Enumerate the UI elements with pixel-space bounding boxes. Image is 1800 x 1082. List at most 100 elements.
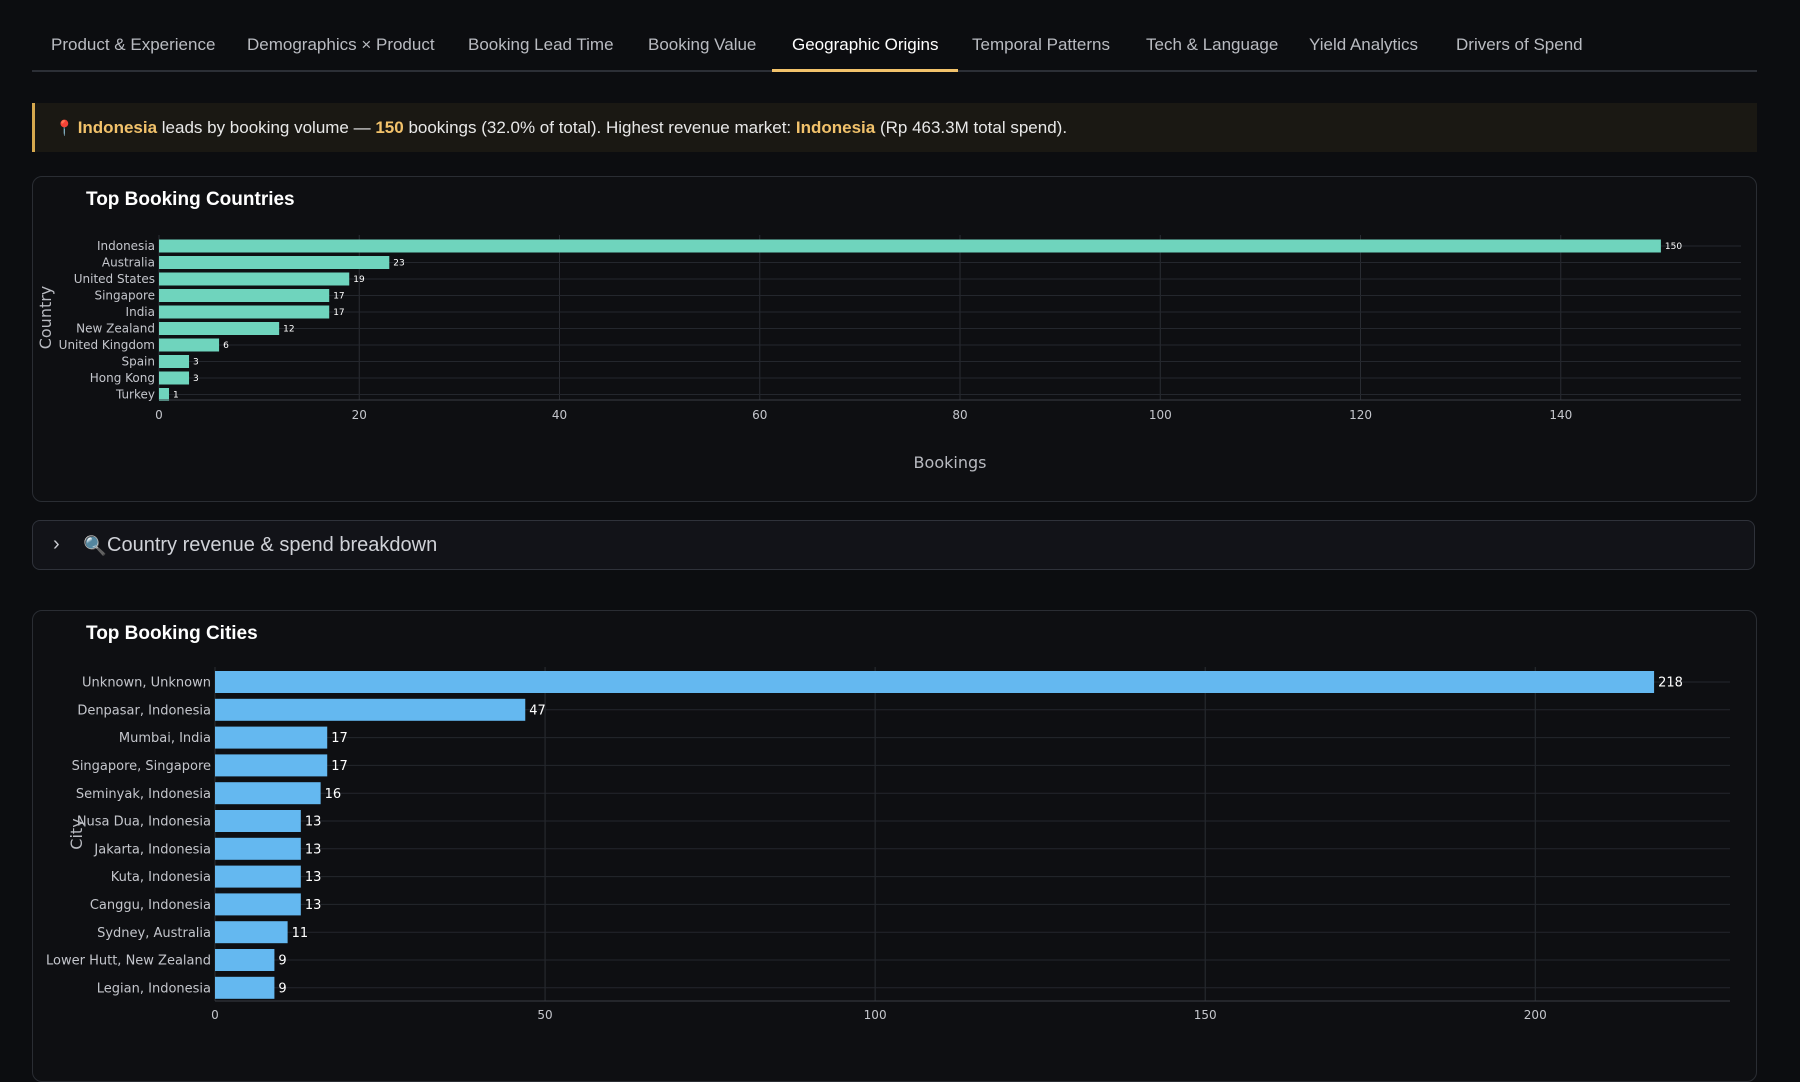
city-data-label: 9 bbox=[278, 954, 286, 969]
city-category-label: Legian, Indonesia bbox=[97, 981, 211, 996]
city-data-label: 218 bbox=[1658, 676, 1683, 691]
city-data-label: 47 bbox=[529, 703, 546, 718]
countries-bar-chart: 0 20 40 60 80 100 120 140 Indonesia 150 Australia 2… bbox=[36, 235, 1741, 472]
magnifier-icon: 🔍 bbox=[83, 536, 107, 557]
country-data-label: 150 bbox=[1665, 242, 1682, 252]
country-bar bbox=[159, 338, 220, 352]
city-bar bbox=[215, 893, 301, 916]
country-bar bbox=[159, 272, 350, 286]
insight-revenue-country: Indonesia bbox=[795, 118, 876, 137]
country-data-label: 17 bbox=[333, 292, 344, 302]
insight-country: Indonesia bbox=[77, 118, 158, 137]
city-x-tick-label: 0 bbox=[211, 1008, 219, 1022]
city-category-label: Canggu, Indonesia bbox=[90, 898, 211, 913]
country-bar bbox=[159, 355, 190, 368]
insight-text-3: (Rp 463.3M total spend). bbox=[875, 118, 1068, 137]
city-data-label: 13 bbox=[305, 842, 322, 857]
city-category-label: Jakarta, Indonesia bbox=[93, 842, 211, 857]
country-category-label: Spain bbox=[121, 355, 155, 369]
country-x-tick-label: 140 bbox=[1549, 408, 1572, 422]
country-data-label: 12 bbox=[283, 325, 294, 335]
city-x-tick-label: 200 bbox=[1524, 1008, 1547, 1022]
city-x-tick-label: 100 bbox=[864, 1008, 887, 1022]
city-data-label: 11 bbox=[292, 926, 309, 941]
country-bar bbox=[159, 322, 280, 335]
tab-drivers-of-spend[interactable]: Drivers of Spend bbox=[1456, 35, 1583, 54]
country-bar bbox=[159, 305, 330, 319]
insight-text-1: leads by booking volume — bbox=[157, 118, 376, 137]
tab-geographic-origins[interactable]: Geographic Origins bbox=[771, 0, 960, 72]
country-x-tick-label: 100 bbox=[1149, 408, 1172, 422]
city-category-label: Singapore, Singapore bbox=[72, 759, 211, 774]
country-data-label: 1 bbox=[173, 391, 179, 401]
insight-count: 150 bbox=[375, 118, 404, 137]
city-bar bbox=[215, 671, 1655, 693]
country-data-label: 17 bbox=[333, 308, 344, 318]
cities-chart-card: Top Booking Cities 0 50 100 150 200 Unknown, … bbox=[32, 610, 1757, 1082]
country-bar bbox=[159, 289, 330, 302]
chevron-right-icon: › bbox=[53, 533, 60, 555]
tab-tech-language[interactable]: Tech & Language bbox=[1146, 35, 1279, 54]
city-category-label: Lower Hutt, New Zealand bbox=[46, 954, 211, 969]
country-x-tick-label: 80 bbox=[952, 408, 967, 422]
country-category-label: India bbox=[126, 305, 155, 319]
city-bar bbox=[215, 921, 288, 944]
city-category-label: Kuta, Indonesia bbox=[111, 870, 211, 885]
country-bar bbox=[159, 388, 170, 401]
city-category-label: Unknown, Unknown bbox=[82, 676, 211, 691]
city-category-label: Seminyak, Indonesia bbox=[76, 787, 211, 802]
country-x-tick-label: 40 bbox=[552, 408, 567, 422]
map-pin-icon: 📍 bbox=[55, 120, 74, 137]
country-data-label: 23 bbox=[393, 259, 404, 269]
city-category-label: Sydney, Australia bbox=[97, 926, 211, 941]
city-bar bbox=[215, 810, 301, 832]
country-data-label: 3 bbox=[193, 358, 199, 368]
tab-booking-lead-time[interactable]: Booking Lead Time bbox=[468, 35, 614, 54]
city-category-label: Denpasar, Indonesia bbox=[77, 703, 211, 718]
city-data-label: 13 bbox=[305, 870, 322, 885]
tab-product-experience[interactable]: Product & Experience bbox=[51, 35, 216, 54]
cities-chart-title: Top Booking Cities bbox=[86, 623, 258, 644]
country-category-label: Turkey bbox=[115, 388, 155, 402]
country-bar bbox=[159, 256, 390, 269]
country-category-label: Hong Kong bbox=[90, 371, 155, 385]
country-category-label: Singapore bbox=[94, 289, 155, 303]
city-data-label: 16 bbox=[325, 787, 342, 802]
insight-text-2: bookings (32.0% of total). Highest reven… bbox=[403, 118, 796, 137]
tab-temporal-patterns[interactable]: Temporal Patterns bbox=[972, 35, 1110, 54]
city-x-tick-label: 150 bbox=[1194, 1008, 1217, 1022]
country-x-tick-label: 60 bbox=[752, 408, 767, 422]
country-x-tick-label: 0 bbox=[155, 408, 163, 422]
tab-bar: Product & Experience Demographics × Prod… bbox=[32, 0, 1757, 72]
city-bar bbox=[215, 837, 301, 860]
city-bar bbox=[215, 865, 301, 888]
country-data-label: 19 bbox=[353, 275, 365, 285]
country-category-label: United States bbox=[74, 272, 155, 286]
city-bar bbox=[215, 782, 321, 805]
country-breakdown-expander[interactable]: › 🔍 Country revenue & spend breakdown bbox=[32, 520, 1755, 570]
city-y-axis-title: City bbox=[67, 818, 86, 849]
country-category-label: Indonesia bbox=[97, 239, 155, 253]
country-x-axis-title: Bookings bbox=[914, 453, 987, 472]
city-bar bbox=[215, 754, 328, 777]
city-bar bbox=[215, 726, 328, 749]
country-data-label: 6 bbox=[223, 341, 229, 351]
country-bar bbox=[159, 371, 190, 385]
city-data-label: 13 bbox=[305, 898, 322, 913]
city-bar bbox=[215, 976, 275, 999]
city-bar bbox=[215, 949, 275, 971]
city-data-label: 17 bbox=[331, 759, 348, 774]
country-category-label: New Zealand bbox=[76, 322, 155, 336]
tab-yield-analytics[interactable]: Yield Analytics bbox=[1309, 35, 1418, 54]
tab-booking-value[interactable]: Booking Value bbox=[648, 35, 757, 54]
countries-chart-title: Top Booking Countries bbox=[86, 189, 295, 210]
country-y-axis-title: Country bbox=[36, 286, 55, 350]
expander-label: Country revenue & spend breakdown bbox=[107, 534, 438, 556]
city-bar bbox=[215, 698, 526, 721]
city-category-label: Nusa Dua, Indonesia bbox=[77, 815, 211, 830]
city-data-label: 13 bbox=[305, 815, 322, 830]
countries-chart-card: Top Booking Countries 0 20 40 60 80 100 120 140… bbox=[32, 176, 1757, 502]
country-x-tick-label: 20 bbox=[352, 408, 367, 422]
city-data-label: 9 bbox=[278, 981, 286, 996]
tab-demographics-product[interactable]: Demographics × Product bbox=[247, 35, 435, 54]
